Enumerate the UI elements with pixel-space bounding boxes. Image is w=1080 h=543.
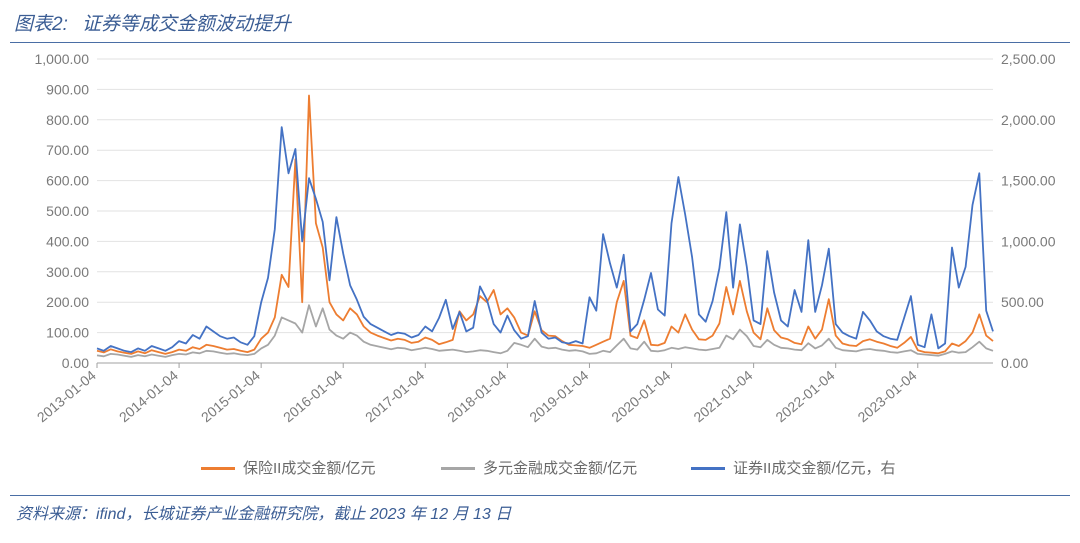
y-left-tick: 600.00: [46, 173, 89, 189]
legend-label: 保险II成交金额/亿元: [243, 459, 376, 477]
x-tick: 2014-01-04: [115, 367, 180, 425]
x-tick: 2013-01-04: [33, 367, 98, 425]
y-left-tick: 200.00: [46, 294, 89, 310]
y-right-tick: 1,000.00: [1001, 233, 1056, 249]
y-left-tick: 400.00: [46, 233, 89, 249]
y-left-tick: 900.00: [46, 81, 89, 97]
figure-container: 图表2: 证券等成交金额波动提升 0.00 100.00 200.00 300.00 4…: [0, 0, 1080, 543]
x-tick: 2021-01-04: [690, 367, 755, 425]
y-left-tick: 100.00: [46, 325, 89, 341]
y-right-tick: 1,500.00: [1001, 173, 1056, 189]
figure-number-label: 图表2:: [14, 9, 68, 36]
y-right-tick: 500.00: [1001, 294, 1044, 310]
legend-label: 证券II成交金额/亿元，右: [733, 459, 896, 477]
series-line: [97, 127, 993, 352]
y-right-tick: 2,000.00: [1001, 112, 1056, 128]
figure-source: 资料来源：ifind，长城证券产业金融研究院，截止 2023 年 12 月 13…: [10, 495, 1070, 524]
x-tick: 2016-01-04: [280, 367, 345, 425]
legend-swatch: [441, 467, 475, 470]
source-body: ifind，长城证券产业金融研究院，截止 2023 年 12 月 13 日: [96, 506, 511, 523]
legend-label: 多元金融成交金额/亿元: [483, 459, 637, 477]
y-right-tick: 0.00: [1001, 355, 1028, 371]
x-tick: 2018-01-04: [444, 367, 509, 425]
x-tick: 2015-01-04: [197, 367, 262, 425]
figure-title-row: 图表2: 证券等成交金额波动提升: [10, 6, 1070, 43]
legend-swatch: [691, 467, 725, 470]
x-tick: 2020-01-04: [608, 367, 673, 425]
figure-title: 证券等成交金额波动提升: [82, 9, 291, 36]
chart-svg: 0.00 100.00 200.00 300.00 400.00 500.00 600.00…: [13, 49, 1068, 491]
chart-area: 0.00 100.00 200.00 300.00 400.00 500.00 600.00…: [13, 49, 1068, 491]
y-left-tick: 0.00: [61, 355, 88, 371]
series-line: [97, 96, 993, 354]
x-tick: 2017-01-04: [362, 367, 427, 425]
y-left-tick: 500.00: [46, 203, 89, 219]
x-tick: 2019-01-04: [526, 367, 591, 425]
y-left-tick: 300.00: [46, 264, 89, 280]
y-right-tick: 2,500.00: [1001, 51, 1056, 67]
source-prefix: 资料来源：: [16, 506, 96, 523]
x-tick: 2023-01-04: [854, 367, 919, 425]
x-tick: 2022-01-04: [772, 367, 837, 425]
legend-swatch: [201, 467, 235, 470]
y-left-tick: 1,000.00: [34, 51, 89, 67]
y-left-tick: 700.00: [46, 142, 89, 158]
y-left-tick: 800.00: [46, 112, 89, 128]
